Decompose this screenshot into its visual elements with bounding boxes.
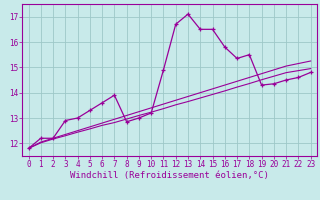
X-axis label: Windchill (Refroidissement éolien,°C): Windchill (Refroidissement éolien,°C) xyxy=(70,171,269,180)
